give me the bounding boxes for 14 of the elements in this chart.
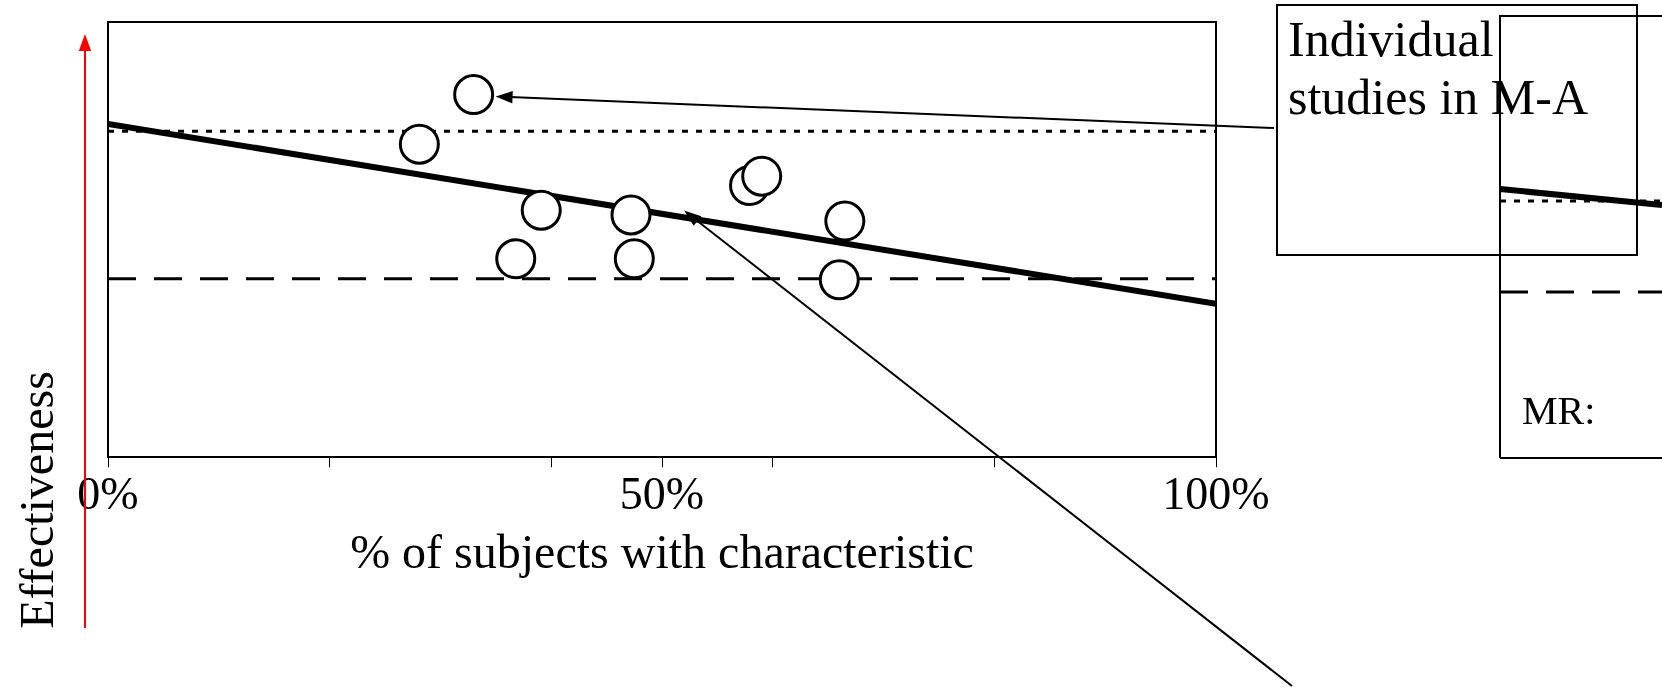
point: [818, 259, 860, 301]
point: [495, 238, 537, 280]
x-tick-label: 50%: [619, 467, 705, 519]
point: [453, 74, 495, 116]
point: [613, 238, 655, 280]
x-axis-title: % of subjects with characteristic: [350, 524, 974, 578]
point: [824, 200, 866, 242]
text: MR:: [1522, 387, 1596, 435]
point: [398, 123, 440, 165]
x-tick-label: 100%: [1162, 467, 1270, 519]
point: [610, 194, 652, 236]
point: [741, 155, 783, 197]
y-axis-title: Effectiveness: [9, 371, 63, 629]
point: [520, 189, 562, 231]
